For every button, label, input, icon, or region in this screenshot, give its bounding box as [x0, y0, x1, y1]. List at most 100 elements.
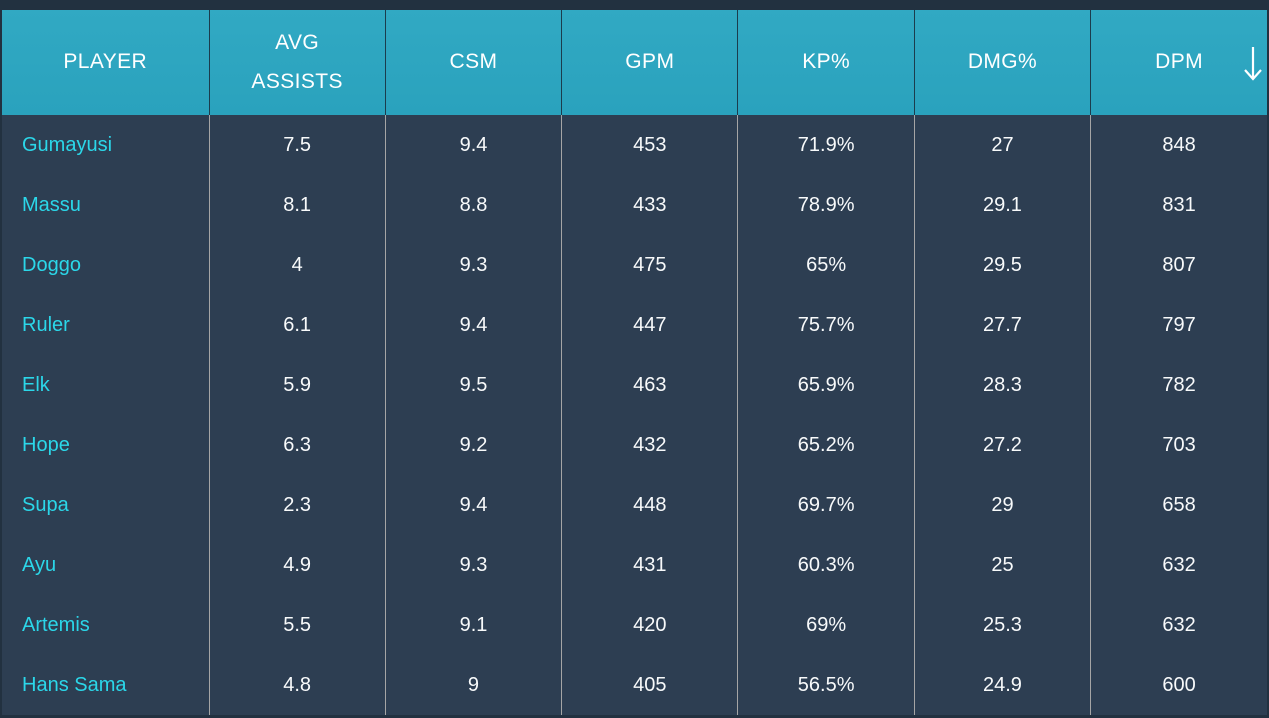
stat-cell: 7.5: [208, 115, 386, 175]
table-row: Ruler 6.1 9.4 447 75.7% 27.7 797: [2, 295, 1267, 355]
stat-cell: 27.7: [913, 295, 1091, 355]
stat-cell: 27: [913, 115, 1091, 175]
stat-cell: 8.8: [384, 175, 562, 235]
stat-cell: 9.3: [384, 535, 562, 595]
stat-cell: 69.7%: [737, 475, 915, 535]
stat-cell: 29.1: [913, 175, 1091, 235]
column-header-label: PLAYER: [63, 50, 148, 74]
player-cell: Hans Sama: [2, 655, 209, 715]
player-name-link[interactable]: Ruler: [22, 313, 70, 336]
stat-cell: 658: [1090, 475, 1267, 535]
stat-cell: 5.5: [208, 595, 386, 655]
stat-cell: 600: [1090, 655, 1267, 715]
player-cell: Artemis: [2, 595, 209, 655]
player-stats-table-wrap: PLAYER AVG ASSISTS CSM GPM KP% DMG% DPM Gumayu…: [2, 10, 1267, 715]
stat-cell: 9.2: [384, 415, 562, 475]
table-row: Gumayusi 7.5 9.4 453 71.9% 27 848: [2, 115, 1267, 175]
table-row: Massu 8.1 8.8 433 78.9% 29.1 831: [2, 175, 1267, 235]
table-body: Gumayusi 7.5 9.4 453 71.9% 27 848 Massu 8.1 8.8 43…: [2, 115, 1267, 715]
player-cell: Hope: [2, 415, 209, 475]
table-row: Hope 6.3 9.2 432 65.2% 27.2 703: [2, 415, 1267, 475]
stat-cell: 797: [1090, 295, 1267, 355]
player-cell: Doggo: [2, 235, 209, 295]
column-header-label: CSM: [449, 50, 498, 74]
column-header-label: KP%: [802, 50, 851, 74]
player-name-link[interactable]: Ayu: [22, 553, 57, 576]
player-cell: Ruler: [2, 295, 209, 355]
arrow-down-icon[interactable]: [1242, 44, 1264, 82]
stat-cell: 9.5: [384, 355, 562, 415]
stat-cell: 703: [1090, 415, 1267, 475]
stat-cell: 8.1: [208, 175, 386, 235]
stat-cell: 9.4: [384, 475, 562, 535]
player-cell: Elk: [2, 355, 209, 415]
stat-cell: 431: [561, 535, 738, 595]
column-header-label: DPM: [1155, 50, 1203, 74]
stat-cell: 27.2: [913, 415, 1091, 475]
player-name-link[interactable]: Gumayusi: [22, 133, 113, 156]
column-header-csm[interactable]: CSM: [384, 10, 562, 115]
stat-cell: 782: [1090, 355, 1267, 415]
column-header-gpm[interactable]: GPM: [561, 10, 738, 115]
stat-cell: 71.9%: [737, 115, 915, 175]
table-row: Supa 2.3 9.4 448 69.7% 29 658: [2, 475, 1267, 535]
stat-cell: 65.2%: [737, 415, 915, 475]
stat-cell: 447: [561, 295, 738, 355]
stat-cell: 24.9: [913, 655, 1091, 715]
stat-cell: 448: [561, 475, 738, 535]
player-cell: Massu: [2, 175, 209, 235]
stat-cell: 25.3: [913, 595, 1091, 655]
table-row: Ayu 4.9 9.3 431 60.3% 25 632: [2, 535, 1267, 595]
stat-cell: 5.9: [208, 355, 386, 415]
stat-cell: 69%: [737, 595, 915, 655]
player-stats-table: PLAYER AVG ASSISTS CSM GPM KP% DMG% DPM Gumayu…: [2, 10, 1267, 715]
stat-cell: 9: [384, 655, 562, 715]
column-header-kp_pct[interactable]: KP%: [737, 10, 915, 115]
column-header-player[interactable]: PLAYER: [2, 10, 209, 115]
stat-cell: 78.9%: [737, 175, 915, 235]
stat-cell: 4: [208, 235, 386, 295]
stat-cell: 433: [561, 175, 738, 235]
stat-cell: 420: [561, 595, 738, 655]
stat-cell: 9.4: [384, 295, 562, 355]
stat-cell: 9.4: [384, 115, 562, 175]
player-name-link[interactable]: Elk: [22, 373, 50, 396]
stat-cell: 463: [561, 355, 738, 415]
stat-cell: 432: [561, 415, 738, 475]
player-name-link[interactable]: Hans Sama: [22, 673, 127, 696]
stat-cell: 475: [561, 235, 738, 295]
column-header-label: DMG%: [967, 50, 1038, 74]
stat-cell: 2.3: [208, 475, 386, 535]
stat-cell: 25: [913, 535, 1091, 595]
stat-cell: 632: [1090, 595, 1267, 655]
stat-cell: 4.9: [208, 535, 386, 595]
stat-cell: 848: [1090, 115, 1267, 175]
stat-cell: 632: [1090, 535, 1267, 595]
table-row: Artemis 5.5 9.1 420 69% 25.3 632: [2, 595, 1267, 655]
player-cell: Supa: [2, 475, 209, 535]
stat-cell: 831: [1090, 175, 1267, 235]
column-header-avg_assists[interactable]: AVG ASSISTS: [208, 10, 386, 115]
table-row: Elk 5.9 9.5 463 65.9% 28.3 782: [2, 355, 1267, 415]
stat-cell: 453: [561, 115, 738, 175]
table-row: Doggo 4 9.3 475 65% 29.5 807: [2, 235, 1267, 295]
player-name-link[interactable]: Massu: [22, 193, 81, 216]
column-header-dpm[interactable]: DPM: [1090, 10, 1267, 115]
stat-cell: 65%: [737, 235, 915, 295]
player-name-link[interactable]: Doggo: [22, 253, 81, 276]
stat-cell: 807: [1090, 235, 1267, 295]
column-header-label: AVG ASSISTS: [251, 30, 343, 93]
player-cell: Ayu: [2, 535, 209, 595]
player-name-link[interactable]: Supa: [22, 493, 69, 516]
column-header-dmg_pct[interactable]: DMG%: [913, 10, 1091, 115]
player-name-link[interactable]: Hope: [22, 433, 70, 456]
stat-cell: 9.3: [384, 235, 562, 295]
player-name-link[interactable]: Artemis: [22, 613, 90, 636]
stat-cell: 4.8: [208, 655, 386, 715]
column-header-label: GPM: [625, 50, 675, 74]
stat-cell: 6.3: [208, 415, 386, 475]
stat-cell: 56.5%: [737, 655, 915, 715]
stat-cell: 6.1: [208, 295, 386, 355]
table-header: PLAYER AVG ASSISTS CSM GPM KP% DMG% DPM: [2, 10, 1267, 115]
stat-cell: 405: [561, 655, 738, 715]
